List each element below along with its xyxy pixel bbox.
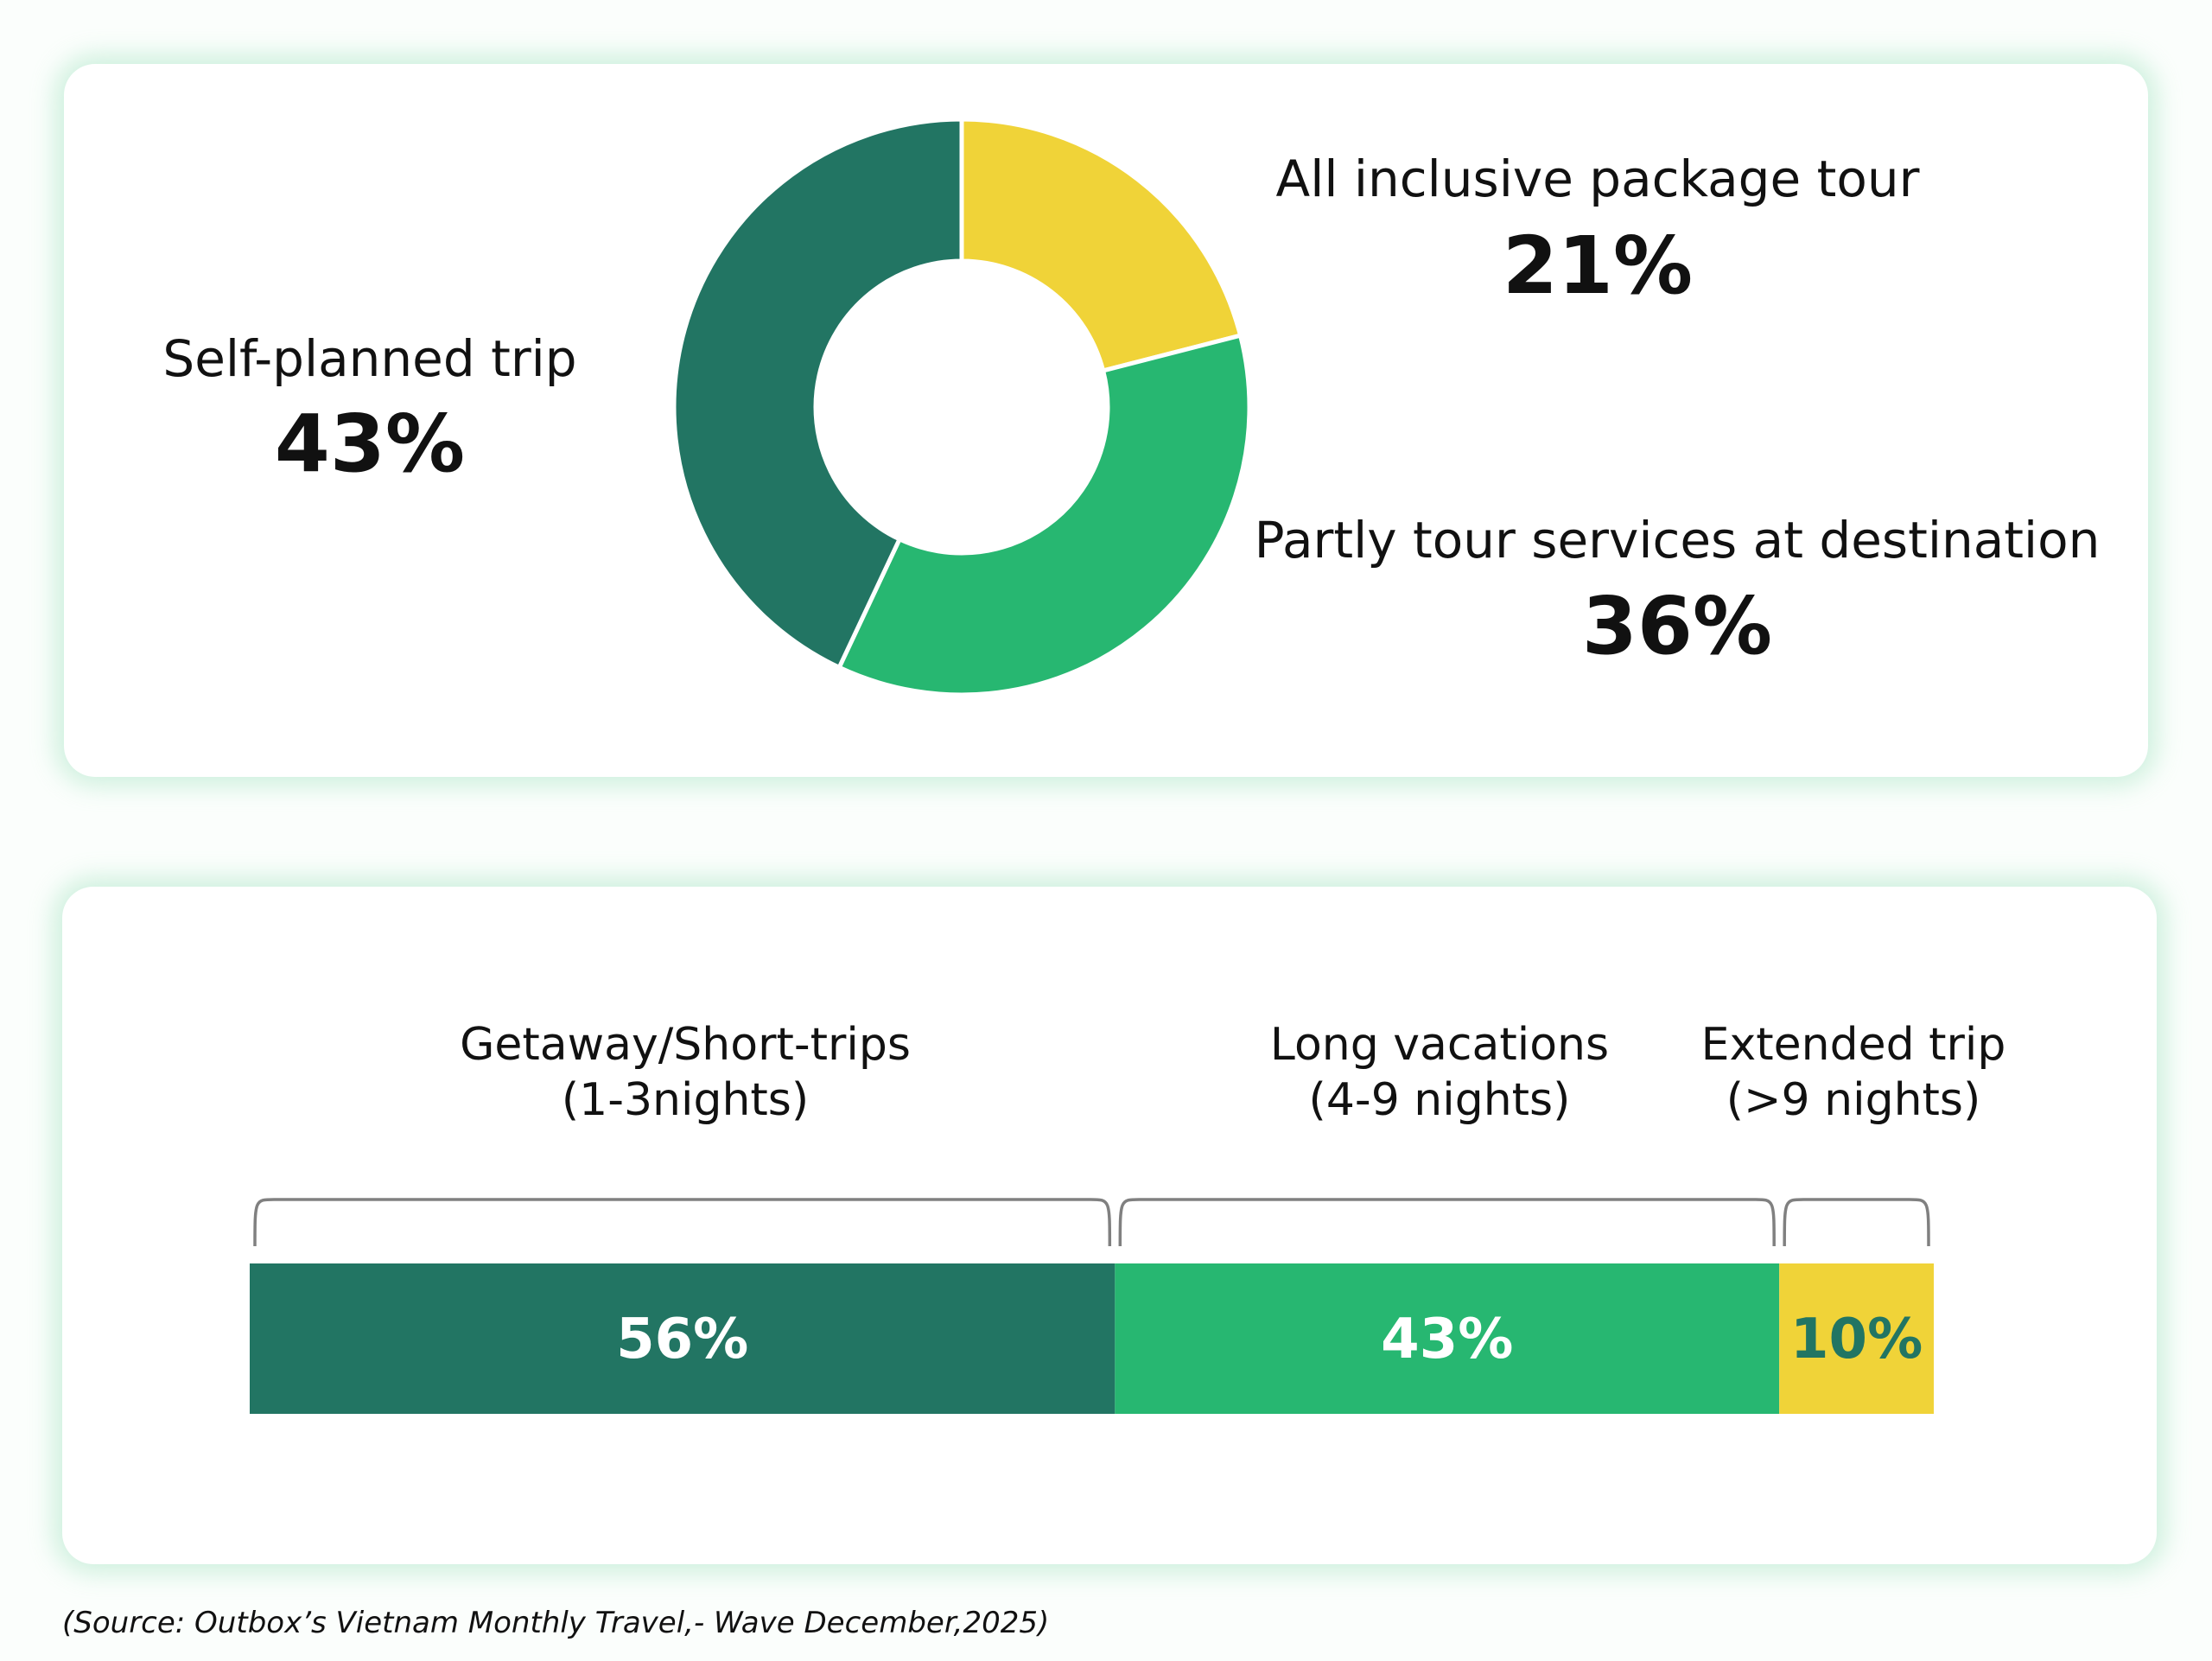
bar-value-label: 43% (1381, 1308, 1513, 1371)
bar-value-label: 56% (616, 1308, 748, 1371)
slice-value-partly-tour: 36% (1581, 580, 1773, 672)
bar-value-label: 10% (1790, 1308, 1923, 1371)
category-label-extended-trip: Extended trip (>9 nights) (1701, 1017, 2006, 1128)
category-label-short-trips: Getaway/Short-trips (1-3nights) (460, 1017, 911, 1128)
category-label-line: Extended trip (1700, 1019, 2006, 1071)
slice-label-partly-tour: Partly tour services at destination (1254, 511, 2101, 570)
category-label-line: (1-3nights) (561, 1074, 810, 1126)
slice-label-package-tour: All inclusive package tour (1275, 150, 1920, 208)
bracket (1783, 1198, 1930, 1247)
donut-slice (836, 333, 1252, 697)
bracket (1118, 1198, 1776, 1247)
bar-segment (1115, 1263, 1780, 1414)
category-label-long-vacations: Long vacations (4-9 nights) (1270, 1017, 1609, 1128)
donut-slice (671, 117, 964, 671)
category-label-line: (>9 nights) (1726, 1074, 1981, 1126)
category-label-line: Long vacations (1269, 1019, 1610, 1071)
bar-segment (1779, 1263, 1934, 1414)
category-label-line: (4-9 nights) (1308, 1074, 1571, 1126)
bracket (253, 1198, 1112, 1247)
bar-segment (250, 1263, 1116, 1414)
slice-value-self-planned: 43% (274, 398, 466, 490)
source-note: (Source: Outbox’s Vietnam Monthly Travel… (62, 1606, 1050, 1640)
category-label-line: Getaway/Short-trips (460, 1019, 911, 1071)
slice-label-self-planned: Self-planned trip (162, 329, 577, 388)
donut-slice (959, 117, 1243, 374)
slice-value-package-tour: 21% (1502, 220, 1694, 312)
